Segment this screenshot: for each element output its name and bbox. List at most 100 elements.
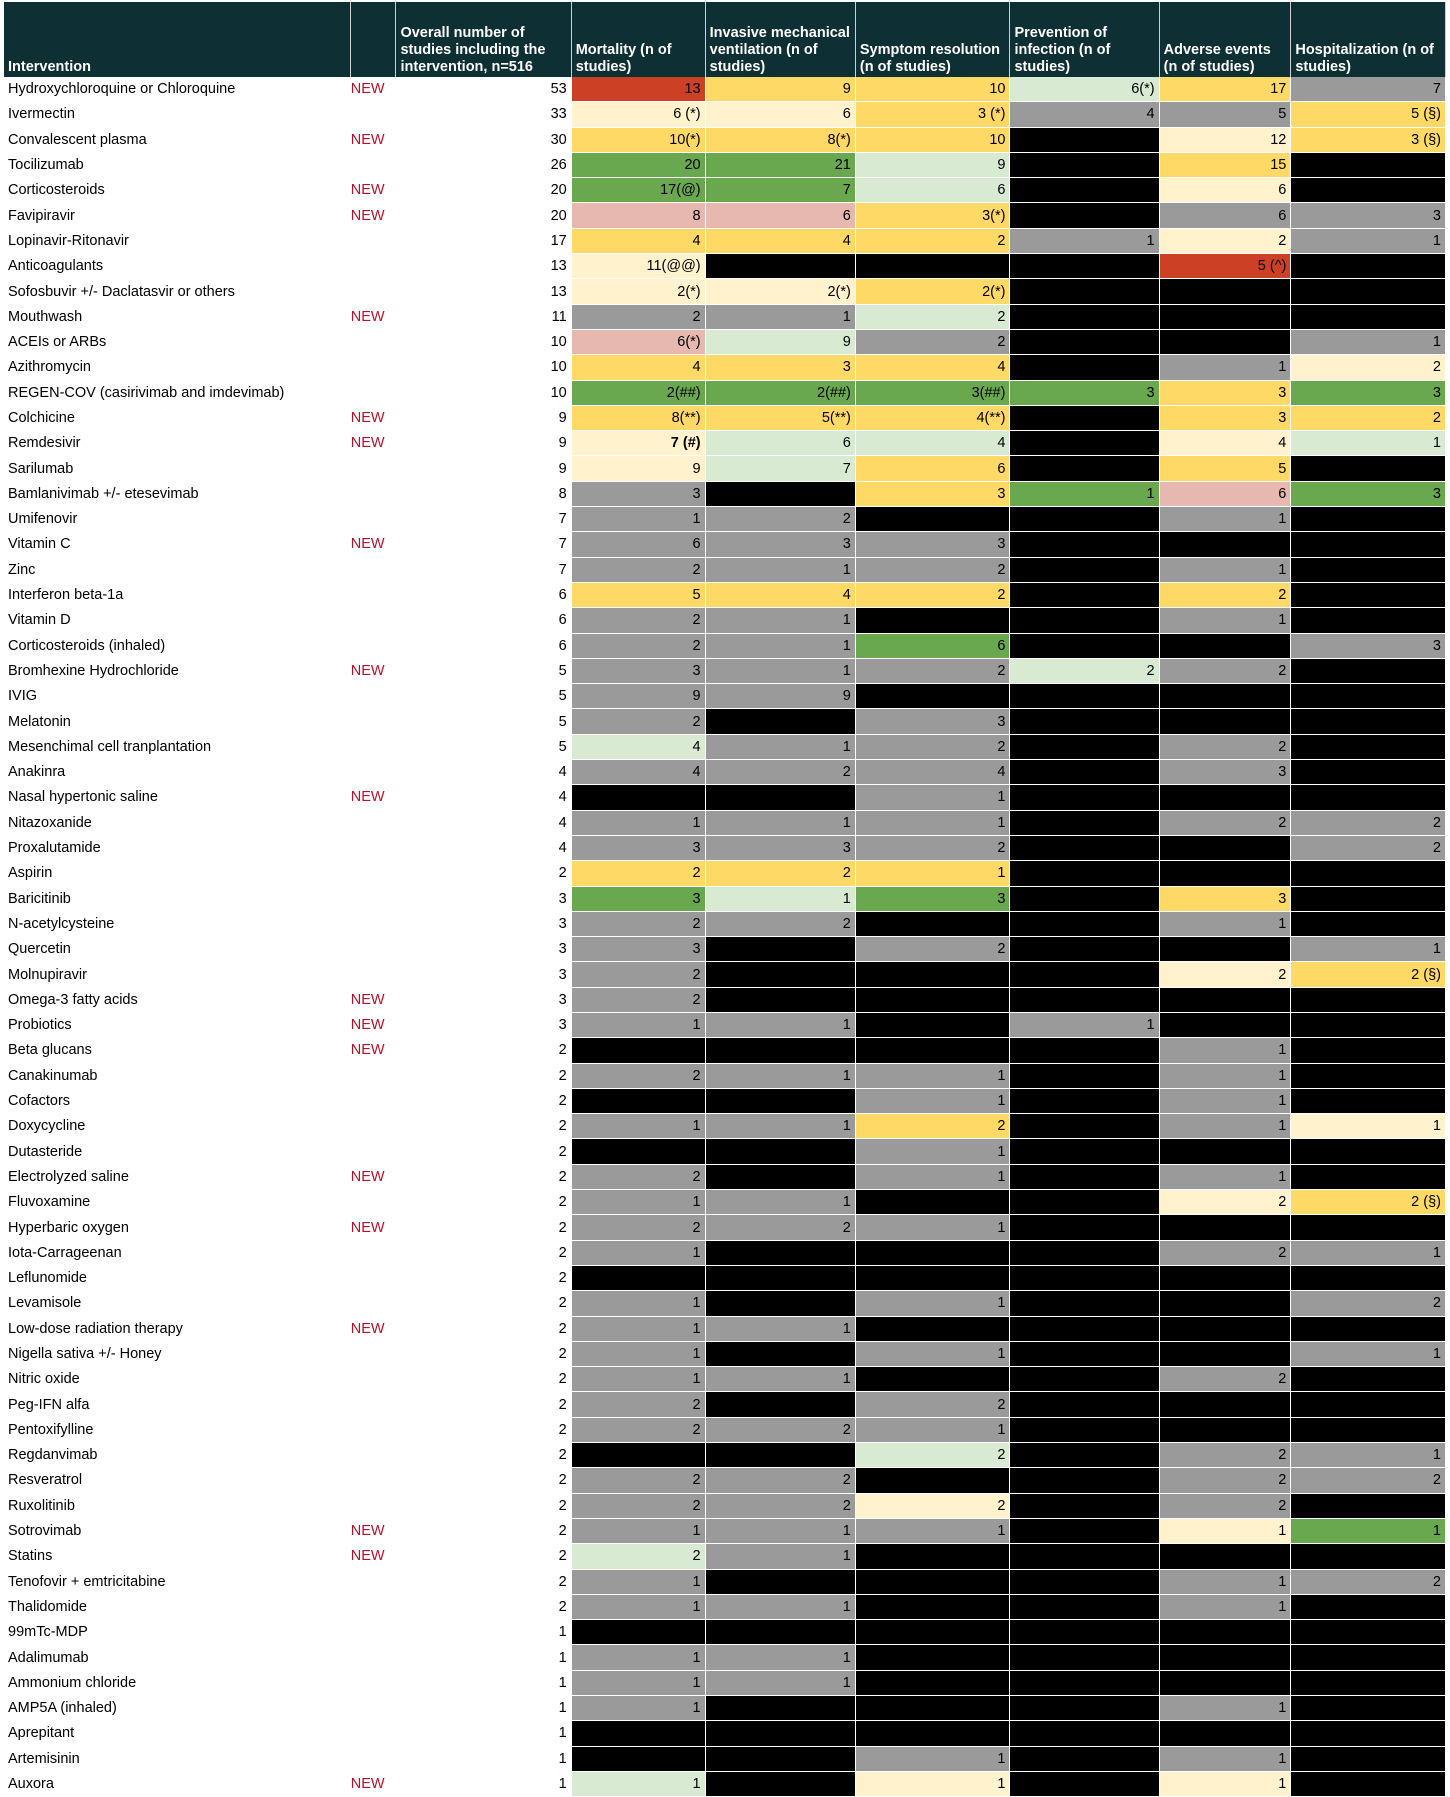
mortality-cell: 13 xyxy=(571,77,706,103)
symptom-cell: 3 xyxy=(855,708,1011,735)
adverse-cell: 2 xyxy=(1159,734,1292,761)
hospitalization-cell xyxy=(1290,1746,1446,1772)
adverse-cell xyxy=(1159,683,1292,710)
mortality-cell: 5 xyxy=(571,582,706,609)
prevention-cell xyxy=(1009,683,1160,710)
table-row: Bamlanivimab +/- etesevimab 8 3 3 1 6 3 xyxy=(4,481,1446,508)
intervention-name: Ruxolitinib xyxy=(4,1493,351,1519)
hospitalization-cell xyxy=(1290,152,1446,179)
intervention-name: Tocilizumab xyxy=(4,152,351,179)
hospitalization-cell xyxy=(1290,759,1446,786)
mortality-cell: 1 xyxy=(571,1341,706,1368)
intervention-name: Mouthwash xyxy=(4,304,351,330)
mortality-cell: 2 xyxy=(571,911,706,938)
table-row: Omega-3 fatty acids NEW 3 2 xyxy=(4,987,1446,1013)
hospitalization-cell: 1 xyxy=(1290,1341,1446,1368)
mortality-cell: 1 xyxy=(571,1189,706,1216)
ventilation-cell: 1 xyxy=(705,1316,856,1342)
adverse-cell xyxy=(1159,1619,1292,1646)
mortality-cell: 6 xyxy=(571,531,706,558)
ventilation-cell xyxy=(705,1619,856,1646)
new-tag: NEW xyxy=(350,430,397,457)
intervention-name: Bromhexine Hydrochloride xyxy=(4,658,351,685)
new-tag xyxy=(350,380,397,406)
symptom-cell: 2 xyxy=(855,304,1011,330)
symptom-cell xyxy=(855,1720,1011,1747)
study-count: 2 xyxy=(395,1265,572,1292)
header-overall: Overall number of studies including the … xyxy=(395,2,572,77)
adverse-cell: 1 xyxy=(1159,1063,1292,1089)
prevention-cell xyxy=(1009,1391,1160,1418)
mortality-cell: 7 (#) xyxy=(571,430,706,457)
hospitalization-cell xyxy=(1290,278,1446,305)
mortality-cell: 2(*) xyxy=(571,278,706,305)
adverse-cell xyxy=(1159,304,1292,330)
hospitalization-cell: 1 xyxy=(1290,1240,1446,1266)
study-count: 10 xyxy=(395,329,572,356)
mortality-cell: 2 xyxy=(571,1164,706,1191)
header-prevention: Prevention of infection (n of studies) xyxy=(1009,2,1160,77)
ventilation-cell: 1 xyxy=(705,1670,856,1697)
ventilation-cell: 21 xyxy=(705,152,856,179)
symptom-cell: 6 xyxy=(855,455,1011,482)
table-row: Sarilumab 9 9 7 6 5 xyxy=(4,455,1446,482)
study-count: 2 xyxy=(395,1316,572,1342)
mortality-cell xyxy=(571,784,706,811)
prevention-cell xyxy=(1009,633,1160,659)
ventilation-cell: 9 xyxy=(705,77,856,103)
new-tag: NEW xyxy=(350,127,397,153)
ventilation-cell: 1 xyxy=(705,1012,856,1039)
study-count: 4 xyxy=(395,810,572,836)
prevention-cell xyxy=(1009,936,1160,963)
prevention-cell xyxy=(1009,810,1160,836)
prevention-cell xyxy=(1009,531,1160,558)
prevention-cell xyxy=(1009,1164,1160,1191)
study-count: 1 xyxy=(395,1720,572,1747)
ventilation-cell xyxy=(705,1341,856,1368)
study-count: 2 xyxy=(395,1569,572,1595)
study-count: 6 xyxy=(395,582,572,609)
study-count: 2 xyxy=(395,1417,572,1444)
new-tag xyxy=(350,278,397,305)
adverse-cell xyxy=(1159,633,1292,659)
adverse-cell: 17 xyxy=(1159,77,1292,103)
table-row: Melatonin 5 2 3 xyxy=(4,708,1446,735)
hospitalization-cell: 7 xyxy=(1290,77,1446,103)
table-row: Mesenchimal cell tranplantation 5 4 1 2 2 xyxy=(4,734,1446,761)
intervention-name: Mesenchimal cell tranplantation xyxy=(4,734,351,761)
study-count: 1 xyxy=(395,1619,572,1646)
new-tag xyxy=(350,481,397,508)
prevention-cell: 1 xyxy=(1009,228,1160,255)
prevention-cell xyxy=(1009,202,1160,229)
prevention-cell xyxy=(1009,354,1160,381)
prevention-cell: 1 xyxy=(1009,1012,1160,1039)
intervention-name: Nitric oxide xyxy=(4,1366,351,1393)
header-intervention: Intervention xyxy=(4,2,351,77)
symptom-cell: 1 xyxy=(855,810,1011,836)
mortality-cell: 2 xyxy=(571,557,706,583)
intervention-name: Omega-3 fatty acids xyxy=(4,987,351,1013)
header-row: Intervention Overall number of studies i… xyxy=(4,2,1446,77)
study-count: 3 xyxy=(395,886,572,912)
intervention-name: 99mTc-MDP xyxy=(4,1619,351,1646)
new-tag: NEW xyxy=(350,1771,397,1797)
intervention-name: Azithromycin xyxy=(4,354,351,381)
prevention-cell xyxy=(1009,607,1160,634)
prevention-cell xyxy=(1009,734,1160,761)
intervention-name: Molnupiravir xyxy=(4,961,351,988)
hospitalization-cell xyxy=(1290,1493,1446,1519)
hospitalization-cell: 2 (§) xyxy=(1290,961,1446,988)
table-row: Artemisinin 1 1 1 xyxy=(4,1746,1446,1772)
table-row: Ruxolitinib 2 2 2 2 2 xyxy=(4,1493,1446,1519)
prevention-cell xyxy=(1009,1720,1160,1747)
adverse-cell: 3 xyxy=(1159,886,1292,912)
hospitalization-cell xyxy=(1290,304,1446,330)
study-count: 9 xyxy=(395,430,572,457)
adverse-cell: 2 xyxy=(1159,1240,1292,1266)
symptom-cell: 10 xyxy=(855,127,1011,153)
table-row: Fluvoxamine 2 1 1 2 2 (§) xyxy=(4,1189,1446,1216)
table-row: Anticoagulants 13 11(@@) 5 (^) xyxy=(4,253,1446,280)
new-tag: NEW xyxy=(350,1316,397,1342)
study-count: 1 xyxy=(395,1695,572,1722)
prevention-cell xyxy=(1009,1063,1160,1089)
